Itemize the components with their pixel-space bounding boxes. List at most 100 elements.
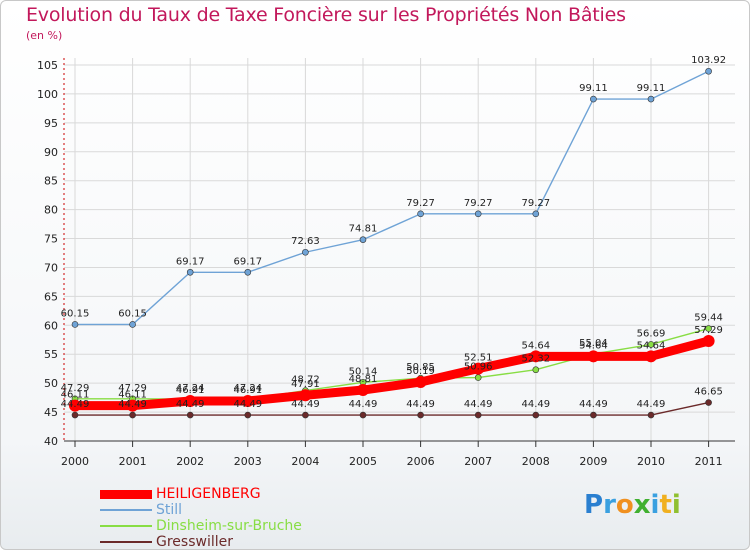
data-point (414, 376, 427, 389)
data-label: 57.29 (694, 325, 723, 336)
legend: HEILIGENBERG Still Dinsheim-sur-Bruche Gres… (100, 486, 360, 550)
data-label: 50.96 (464, 362, 493, 373)
data-label: 44.49 (637, 399, 666, 410)
data-label: 44.49 (233, 399, 262, 410)
data-label: 44.49 (61, 399, 90, 410)
series-line-still (74, 70, 710, 326)
logo-letter: P (584, 490, 604, 520)
y-tick-label: 100 (37, 88, 58, 101)
x-tick-label: 2002 (176, 455, 204, 468)
data-label: 44.49 (579, 399, 608, 410)
data-label: 46.91 (176, 385, 205, 396)
data-label: 99.11 (637, 83, 666, 94)
data-point (186, 411, 194, 419)
x-tick-label: 2001 (119, 455, 147, 468)
y-tick-label: 45 (44, 406, 58, 419)
data-label: 47.29 (118, 383, 147, 394)
data-label: 44.49 (521, 399, 550, 410)
legend-item: Dinsheim-sur-Bruche (100, 518, 360, 534)
data-label: 46.11 (118, 390, 147, 401)
data-point (532, 210, 540, 218)
data-point (705, 325, 712, 332)
data-point (474, 411, 482, 419)
y-tick-label: 60 (44, 319, 58, 332)
data-point (474, 374, 482, 381)
data-point (590, 411, 597, 419)
data-point (359, 236, 367, 243)
data-point (244, 268, 252, 276)
legend-swatch (100, 541, 152, 543)
chart-title: Evolution du Taux de Taxe Foncière sur l… (26, 4, 626, 26)
axes: 40 45 50 55 60 65 70 75 80 85 90 95 100 105 2000 2001 20… (37, 58, 735, 468)
data-label: 48.81 (349, 374, 378, 385)
data-label: 47.91 (291, 379, 320, 390)
data-point (529, 350, 542, 363)
data-label: 99.11 (579, 83, 608, 94)
y-tick-label: 80 (44, 204, 58, 217)
data-label: 79.27 (406, 198, 435, 209)
data-point (129, 411, 136, 419)
legend-label: Gresswiller (156, 534, 233, 550)
series-line-heiligenberg (70, 336, 714, 411)
y-tick-label: 65 (44, 290, 58, 303)
data-point (359, 411, 367, 419)
data-point (705, 399, 712, 406)
series-line-gresswiller (74, 401, 710, 416)
data-labels: 44.49 44.49 44.49 44.49 44.49 44.49 44.49 44.49… (61, 55, 726, 410)
data-point (184, 395, 197, 408)
data-label: 44.49 (464, 399, 493, 410)
logo-letter: i (650, 490, 660, 520)
legend-swatch (100, 489, 152, 499)
data-point (645, 350, 657, 363)
y-tick-label: 50 (44, 377, 58, 390)
legend-item: Still (100, 502, 360, 518)
data-label: 47.24 (233, 383, 262, 394)
data-label: 54.64 (521, 340, 550, 351)
data-label: 48.72 (291, 375, 320, 386)
y-tick-label: 95 (44, 117, 58, 130)
y-tick-label: 75 (44, 233, 58, 246)
chart-subtitle: (en %) (26, 29, 63, 42)
data-point (244, 411, 252, 419)
x-tick-label: 2005 (349, 455, 377, 468)
x-tick-label: 2009 (579, 455, 607, 468)
data-label: 52.32 (521, 354, 550, 365)
data-label: 54.64 (637, 340, 666, 351)
line-chart: 40 45 50 55 60 65 70 75 80 85 90 95 100 105 2000 2001 20… (37, 55, 735, 468)
data-point (357, 384, 369, 397)
legend-label: HEILIGENBERG (156, 486, 261, 502)
data-label: 59.44 (694, 313, 723, 324)
data-label: 50.14 (349, 366, 378, 377)
data-point (532, 411, 540, 419)
legend-item: HEILIGENBERG (100, 486, 360, 502)
data-label: 52.51 (464, 353, 493, 364)
data-label: 44.49 (406, 399, 435, 410)
y-tick-label: 85 (44, 175, 58, 188)
y-tick-label: 55 (44, 348, 58, 361)
x-tick-label: 2007 (464, 455, 492, 468)
data-label: 56.69 (637, 328, 666, 339)
y-tick-label: 70 (44, 261, 58, 274)
data-label: 44.49 (176, 399, 205, 410)
data-label: 69.17 (233, 256, 262, 267)
data-label: 46.91 (233, 385, 262, 396)
data-label: 79.27 (521, 198, 550, 209)
x-tick-label: 2003 (234, 455, 262, 468)
data-label: 103.92 (691, 55, 726, 66)
data-label: 74.81 (349, 224, 378, 235)
legend-swatch (100, 509, 152, 511)
x-tick-label: 2004 (291, 455, 319, 468)
x-tick-label: 2006 (407, 455, 435, 468)
data-point (241, 395, 254, 408)
data-label: 44.49 (349, 399, 378, 410)
data-point (129, 321, 136, 328)
series-lines (69, 67, 715, 419)
data-label: 47.29 (61, 383, 90, 394)
data-label: 54.64 (579, 340, 608, 351)
data-point (647, 95, 655, 103)
data-point (126, 399, 139, 412)
data-point (299, 389, 312, 402)
x-tick-label: 2010 (637, 455, 665, 468)
data-label: 47.24 (176, 383, 205, 394)
